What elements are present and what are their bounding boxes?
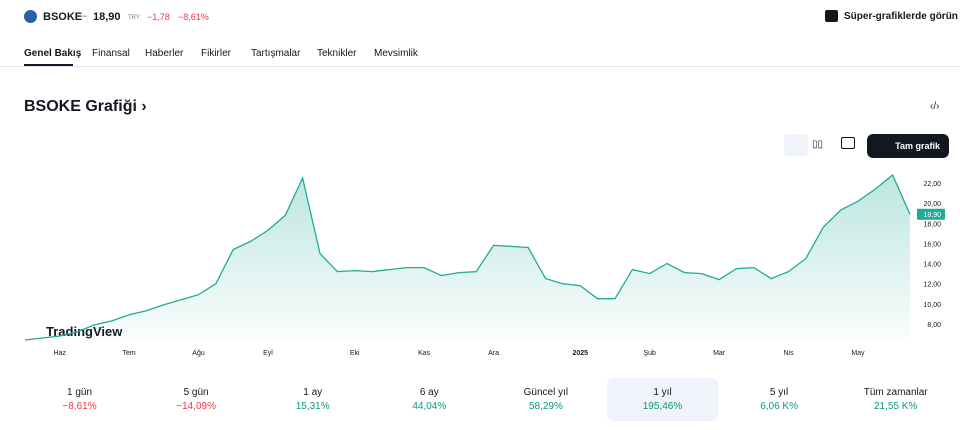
y-tick-label: 10,00 xyxy=(923,302,941,309)
period-label: 1 yıl xyxy=(653,387,672,398)
x-tick-label: Tem xyxy=(123,350,136,357)
period-button[interactable]: 1 ay 15,31% xyxy=(257,378,368,421)
last-price-badge xyxy=(917,208,945,220)
period-change: 6,06 K% xyxy=(760,401,798,412)
x-tick-label: Haz xyxy=(53,350,66,357)
period-button[interactable]: Güncel yıl 58,29% xyxy=(490,378,601,421)
period-change: 44,04% xyxy=(412,401,447,412)
promo-icon xyxy=(825,10,838,22)
period-button[interactable]: Tüm zamanlar 21,55 K% xyxy=(840,378,951,421)
separator: – xyxy=(81,10,88,22)
currency: TRY xyxy=(128,15,140,21)
price-line xyxy=(24,173,911,341)
period-change: −8,61% xyxy=(62,401,97,412)
x-tick-label: Eyl xyxy=(263,350,273,357)
period-change: 58,29% xyxy=(528,401,563,412)
promo-link[interactable]: Süper-grafiklerde görün xyxy=(844,11,958,22)
period-label: Tüm zamanlar xyxy=(863,387,928,398)
y-tick-label: 8,00 xyxy=(927,322,941,329)
embed-icon[interactable]: ‹/› xyxy=(930,101,940,112)
y-tick-label: 16,00 xyxy=(923,241,941,248)
tab[interactable]: Fikirler xyxy=(201,48,231,59)
symbol: BSOKE xyxy=(43,11,83,23)
candle-button[interactable]: ▯▯ xyxy=(812,139,824,150)
period-button[interactable]: 6 ay 44,04% xyxy=(374,378,485,421)
tab[interactable]: Genel Bakış xyxy=(24,48,82,59)
line-chart-button[interactable] xyxy=(784,134,808,156)
logo xyxy=(24,10,37,23)
title-text: BSOKE Grafiği xyxy=(24,98,137,115)
period-label: 6 ay xyxy=(419,387,439,398)
tab[interactable]: Mevsimlik xyxy=(374,48,418,59)
active-tab-underline xyxy=(24,64,73,66)
tab[interactable]: Finansal xyxy=(92,48,130,59)
y-tick-label: 18,00 xyxy=(923,221,941,228)
divider xyxy=(0,66,960,67)
full-chart-button[interactable]: Tam grafik xyxy=(867,134,949,158)
period-button[interactable]: 5 yıl 6,06 K% xyxy=(724,378,835,421)
x-tick-label: 2025 xyxy=(573,350,589,357)
chart: TradingView 8,0010,0012,0014,0016,0018,0… xyxy=(24,173,945,357)
period-button[interactable]: 1 yıl 195,46% xyxy=(607,378,718,421)
y-tick-label: 22,00 xyxy=(923,181,941,188)
period-label: Güncel yıl xyxy=(523,387,569,398)
x-tick-label: Kas xyxy=(418,350,431,357)
period-label: 1 ay xyxy=(303,387,323,398)
last-price-label: 18,90 xyxy=(923,212,941,219)
period-change: 195,46% xyxy=(642,401,683,412)
period-button[interactable]: 1 gün −8,61% xyxy=(24,378,135,421)
x-tick-label: Ara xyxy=(488,350,499,357)
tab[interactable]: Haberler xyxy=(145,48,184,59)
period-label: 5 yıl xyxy=(769,387,789,398)
full-chart-label: Tam grafik xyxy=(895,141,940,151)
x-tick-label: Nis xyxy=(783,350,794,357)
x-tick-label: Şub xyxy=(643,350,656,357)
area-fill xyxy=(25,175,910,342)
period-label: 5 gün xyxy=(183,387,209,398)
tab[interactable]: Tartışmalar xyxy=(251,48,301,59)
x-tick-label: May xyxy=(851,350,865,357)
x-tick-label: Eki xyxy=(350,350,360,357)
change: −1,78 xyxy=(147,12,170,22)
y-tick-label: 14,00 xyxy=(923,262,941,269)
period-label: 1 gün xyxy=(66,387,93,398)
period-change: −14,09% xyxy=(176,401,216,412)
snapshot-button[interactable] xyxy=(841,137,855,149)
y-tick-label: 12,00 xyxy=(923,282,941,289)
period-button[interactable]: 5 gün −14,09% xyxy=(141,378,252,421)
price: 18,90 xyxy=(93,11,121,23)
x-tick-label: Mar xyxy=(713,350,726,357)
change-pct: −8,61% xyxy=(178,12,209,22)
section-title[interactable]: BSOKE Grafiği › xyxy=(24,98,147,115)
period-change: 15,31% xyxy=(295,401,330,412)
period-change: 21,55 K% xyxy=(874,401,918,412)
tab[interactable]: Teknikler xyxy=(317,48,357,59)
x-tick-label: Ağu xyxy=(192,350,205,357)
y-tick-label: 20,00 xyxy=(923,201,941,208)
